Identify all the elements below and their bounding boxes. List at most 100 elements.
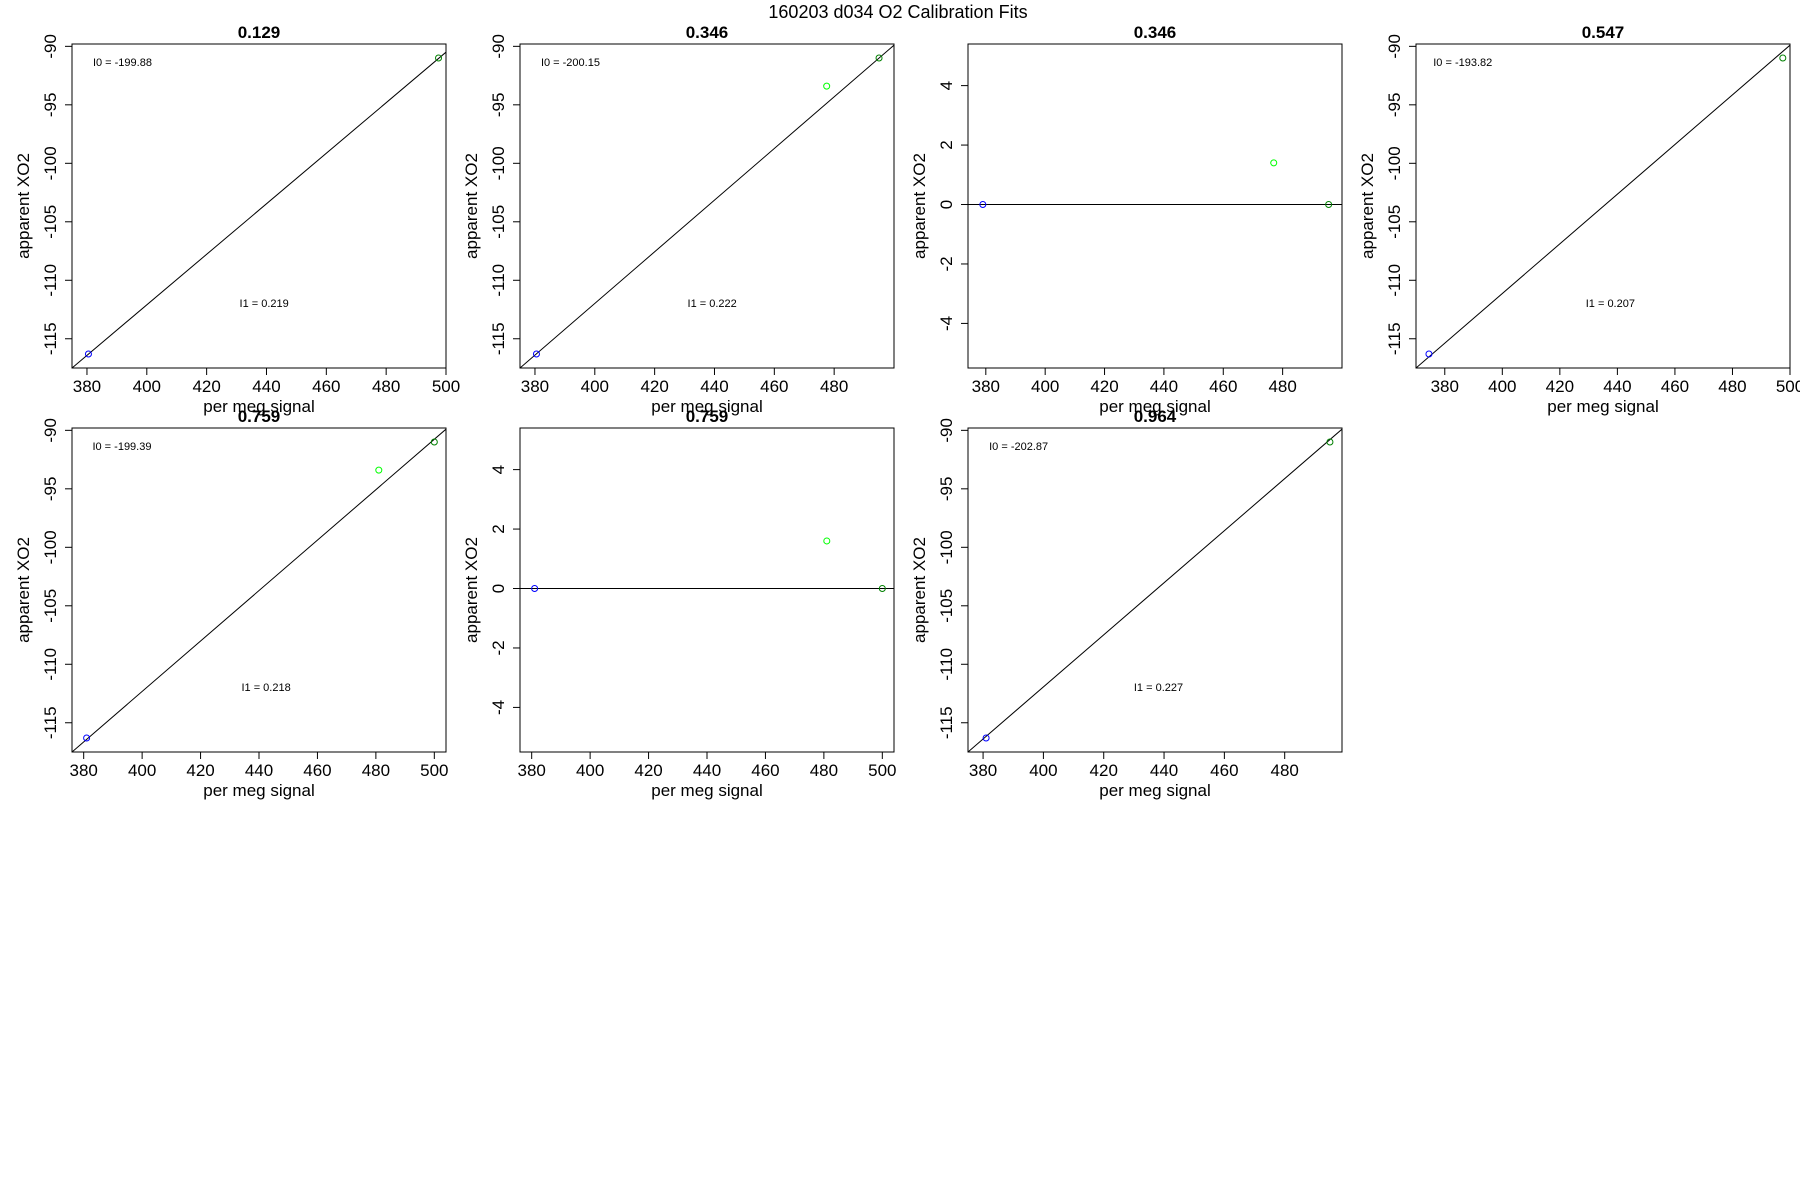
x-axis-title: per meg signal: [651, 397, 763, 416]
x-tick-label: 380: [1431, 377, 1459, 396]
y-tick-label: -2: [937, 256, 956, 271]
plot-frame: [967, 427, 1343, 753]
x-axis-title: per meg signal: [651, 781, 763, 800]
y-tick-label: 0: [937, 200, 956, 209]
x-tick-label: 400: [581, 377, 609, 396]
fit-annotation: I0 = -193.82: [1433, 57, 1492, 69]
y-tick-label: -110: [41, 264, 60, 297]
x-tick-label: 480: [1718, 377, 1746, 396]
y-axis-title: apparent XO2: [1358, 153, 1377, 259]
y-tick-label: -105: [41, 589, 60, 623]
x-tick-label: 440: [252, 377, 280, 396]
plot-frame: [519, 43, 895, 369]
y-tick-label: -110: [489, 264, 508, 297]
y-tick-label: -100: [489, 146, 508, 180]
y-tick-label: -90: [489, 34, 508, 59]
x-tick-label: 500: [420, 761, 448, 780]
y-tick-label: -115: [41, 706, 60, 739]
x-tick-label: 460: [303, 761, 331, 780]
y-tick-label: -105: [1385, 205, 1404, 239]
y-tick-label: -115: [937, 706, 956, 739]
panel-4: 0.547 380 400 420 440 460 480 500 -90 -95 -100 -105…: [1358, 23, 1800, 416]
y-tick-label: -105: [41, 205, 60, 239]
panel-title: 0.129: [238, 23, 281, 42]
y-tick-label: -110: [41, 648, 60, 681]
x-tick-label: 440: [1603, 377, 1631, 396]
panel-title: 0.759: [238, 407, 281, 426]
x-tick-label: 460: [312, 377, 340, 396]
x-tick-label: 500: [868, 761, 896, 780]
x-tick-label: 440: [693, 761, 721, 780]
fit-annotation: I1 = 0.207: [1586, 298, 1635, 310]
fit-annotation: I1 = 0.222: [688, 298, 737, 310]
y-tick-label: -115: [41, 322, 60, 355]
plot-frame: [71, 43, 447, 369]
y-tick-label: -105: [937, 589, 956, 623]
data-point: [430, 438, 438, 446]
y-tick-label: -110: [937, 648, 956, 681]
x-tick-label: 440: [1150, 761, 1178, 780]
y-tick-label: 2: [937, 140, 956, 149]
y-tick-label: -95: [41, 477, 60, 502]
x-tick-label: 420: [1090, 761, 1118, 780]
fit-annotation: I1 = 0.227: [1134, 682, 1183, 694]
panel-title: 0.346: [686, 23, 729, 42]
fit-line: [72, 51, 446, 368]
x-tick-label: 380: [70, 761, 98, 780]
panels-grid: 0.129 380 400 420 440 460 480 500 -90 -95 -100 -105…: [14, 23, 1800, 800]
fit-line: [72, 428, 446, 752]
plot-frame: [1415, 43, 1791, 369]
x-tick-label: 460: [760, 377, 788, 396]
x-tick-label: 500: [432, 377, 460, 396]
page-title: 160203 d034 O2 Calibration Fits: [768, 2, 1027, 22]
fit-annotation: I1 = 0.218: [241, 682, 290, 694]
data-point: [531, 585, 539, 593]
x-tick-label: 460: [1661, 377, 1689, 396]
data-point: [532, 350, 540, 358]
panel-title: 0.964: [1134, 407, 1177, 426]
fit-line: [520, 44, 894, 368]
x-tick-label: 380: [969, 761, 997, 780]
y-tick-label: -90: [937, 418, 956, 443]
data-point: [1779, 54, 1787, 62]
x-tick-label: 400: [576, 761, 604, 780]
x-tick-label: 460: [1209, 377, 1237, 396]
x-tick-label: 480: [820, 377, 848, 396]
y-tick-label: 0: [489, 584, 508, 593]
y-tick-label: -90: [41, 34, 60, 59]
fit-annotation: I0 = -202.87: [989, 441, 1048, 453]
data-point: [823, 82, 831, 90]
x-tick-label: 480: [810, 761, 838, 780]
data-point: [375, 466, 383, 474]
y-tick-label: -110: [1385, 264, 1404, 297]
fit-annotation: I0 = -200.15: [541, 57, 600, 69]
x-tick-label: 480: [362, 761, 390, 780]
x-tick-label: 420: [634, 761, 662, 780]
x-tick-label: 420: [1090, 377, 1118, 396]
y-tick-label: -105: [489, 205, 508, 239]
y-tick-label: -100: [41, 146, 60, 180]
data-point: [1425, 350, 1433, 358]
panel-7: 0.964 380 400 420 440 460 480 -90 -95 -100 -105 -11…: [910, 407, 1343, 800]
data-point: [84, 350, 92, 358]
y-tick-label: 2: [489, 524, 508, 533]
fit-line: [1416, 44, 1790, 368]
x-tick-label: 380: [521, 377, 549, 396]
fit-line: [968, 428, 1342, 752]
plot-frame: [967, 43, 1343, 369]
y-tick-label: -115: [1385, 322, 1404, 355]
y-tick-label: -2: [489, 640, 508, 655]
x-tick-label: 480: [1268, 377, 1296, 396]
panel-5: 0.759 380 400 420 440 460 480 500 -90 -95 -100 -105…: [14, 407, 449, 800]
plot-frame: [519, 427, 895, 753]
panel-1: 0.129 380 400 420 440 460 480 500 -90 -95 -100 -105…: [14, 23, 460, 416]
fit-annotation: I0 = -199.88: [93, 57, 152, 69]
x-tick-label: 440: [1150, 377, 1178, 396]
y-tick-label: -4: [489, 700, 508, 715]
x-tick-label: 420: [1546, 377, 1574, 396]
x-tick-label: 440: [700, 377, 728, 396]
x-tick-label: 420: [192, 377, 220, 396]
x-tick-label: 500: [1776, 377, 1800, 396]
